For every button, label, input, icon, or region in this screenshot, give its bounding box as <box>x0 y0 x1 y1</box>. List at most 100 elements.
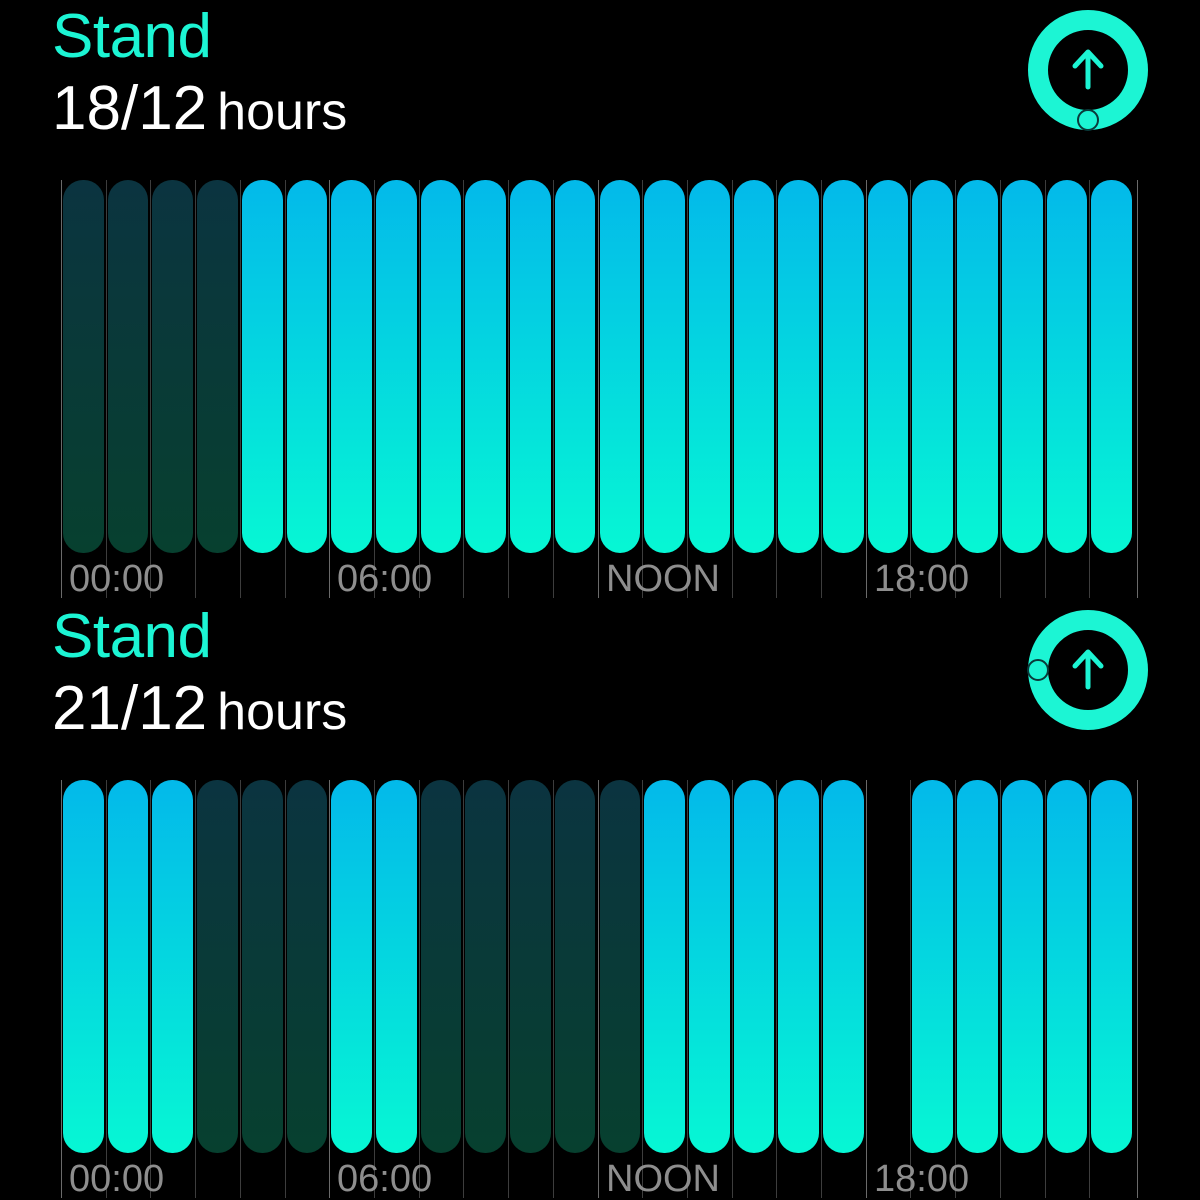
hour-gridline <box>508 180 509 598</box>
hour-bar-missed <box>286 780 328 1153</box>
time-tick-label: 18:00 <box>874 558 970 600</box>
hour-bar-stood <box>465 180 507 553</box>
hour-bar-stood <box>733 180 775 553</box>
hour-gridline <box>1137 780 1138 1198</box>
hour-gridline <box>866 180 867 598</box>
hour-bar-stood <box>420 180 462 553</box>
stand-hours-value: 21/12 hours <box>52 674 347 747</box>
hour-gridline <box>732 180 733 598</box>
hour-bar-stood <box>510 180 551 553</box>
hour-gridline <box>106 180 107 598</box>
hour-bar-missed <box>197 180 238 553</box>
hour-bar-stood <box>1001 180 1043 553</box>
stand-hours-count: 21/12 <box>52 674 208 743</box>
hour-bar-stood <box>599 180 641 553</box>
hour-gridline <box>1000 780 1001 1198</box>
hour-gridline <box>1045 780 1046 1198</box>
hour-gridline <box>776 780 777 1198</box>
hour-gridline <box>61 780 62 1198</box>
hour-bar-stood <box>331 180 372 553</box>
hour-gridline <box>374 180 375 598</box>
hour-gridline <box>240 180 241 598</box>
hour-gridline <box>463 180 464 598</box>
hour-gridline <box>821 780 822 1198</box>
time-tick-label: NOON <box>606 1158 720 1200</box>
hourly-stand-chart: 00:00 06:00 NOON 18:00 <box>61 180 1138 600</box>
hour-bar-stood <box>107 780 149 1153</box>
stand-title: Stand <box>52 2 212 71</box>
time-tick-label: 18:00 <box>874 1158 970 1200</box>
stand-panel: Stand 21/12 hours 00:00 06:00 NOON 18:00 <box>0 600 1200 1200</box>
hour-bar-stood <box>375 180 417 553</box>
hour-bar-stood <box>778 180 820 553</box>
hour-gridline <box>195 180 196 598</box>
hour-bar-stood <box>554 180 596 553</box>
hour-gridline <box>642 780 643 1198</box>
hour-bar-stood <box>912 780 954 1153</box>
hour-gridline <box>598 180 599 598</box>
stand-hours-unit: hours <box>217 683 348 741</box>
hour-gridline <box>910 780 911 1198</box>
hour-bar-stood <box>867 180 909 553</box>
hour-bar-stood <box>733 780 775 1153</box>
arrow-up-icon <box>1027 610 1148 730</box>
time-tick-label: 00:00 <box>69 558 165 600</box>
hour-gridline <box>955 780 956 1198</box>
hour-gridline <box>150 180 151 598</box>
hour-gridline <box>1089 780 1090 1198</box>
hour-gridline <box>553 180 554 598</box>
stand-hours-unit: hours <box>217 83 348 141</box>
hour-bar-stood <box>957 780 998 1153</box>
hour-gridline <box>195 780 196 1198</box>
hour-gridline <box>240 780 241 1198</box>
stand-ring[interactable] <box>1026 8 1150 132</box>
hour-gridline <box>285 180 286 598</box>
hour-gridline <box>419 180 420 598</box>
arrow-up-icon <box>1028 10 1148 131</box>
hour-gridline <box>463 780 464 1198</box>
hour-bar-stood <box>1091 180 1132 553</box>
hour-gridline <box>285 780 286 1198</box>
hour-gridline <box>374 780 375 1198</box>
hour-gridline <box>150 780 151 1198</box>
hour-bar-missed <box>63 180 104 553</box>
hour-gridline <box>1000 180 1001 598</box>
stand-hours-count: 18/12 <box>52 74 208 143</box>
hour-bar-missed <box>241 780 283 1153</box>
hour-bar-stood <box>1046 780 1088 1153</box>
stand-ring[interactable] <box>1026 608 1150 732</box>
hour-gridline <box>910 180 911 598</box>
hour-bar-missed <box>465 780 507 1153</box>
hour-bar-stood <box>688 180 730 553</box>
hour-gridline <box>419 780 420 1198</box>
hour-bar-stood <box>823 780 864 1153</box>
hour-gridline <box>776 180 777 598</box>
hour-bar-missed <box>107 180 149 553</box>
hour-bar-stood <box>957 180 998 553</box>
hour-gridline <box>732 780 733 1198</box>
time-tick-label: 00:00 <box>69 1158 165 1200</box>
hour-bar-stood <box>1091 780 1132 1153</box>
hour-bar-stood <box>823 180 864 553</box>
hour-bar-missed <box>599 780 641 1153</box>
hour-bar-missed <box>420 780 462 1153</box>
hour-bar-stood <box>912 180 954 553</box>
hour-gridline <box>1089 180 1090 598</box>
hour-bar-stood <box>778 780 820 1153</box>
stand-panel: Stand 18/12 hours 00:00 06:00 NOON 18:00 <box>52 2 1150 600</box>
hourly-stand-chart: 00:00 06:00 NOON 18:00 <box>0 600 1200 1200</box>
hour-gridline <box>687 780 688 1198</box>
hour-bar-missed <box>197 780 238 1153</box>
hour-gridline <box>329 780 330 1198</box>
hour-bar-stood <box>1046 180 1088 553</box>
hour-gridline <box>329 180 330 598</box>
hour-gridline <box>866 780 867 1198</box>
hour-gridline <box>598 780 599 1198</box>
hour-bar-stood <box>688 780 730 1153</box>
hour-bar-stood <box>644 780 685 1153</box>
hour-bar-stood <box>331 780 372 1153</box>
hour-bar-missed <box>152 180 194 553</box>
hour-bar-stood <box>152 780 194 1153</box>
time-tick-label: 06:00 <box>337 558 433 600</box>
hour-gridline <box>687 180 688 598</box>
